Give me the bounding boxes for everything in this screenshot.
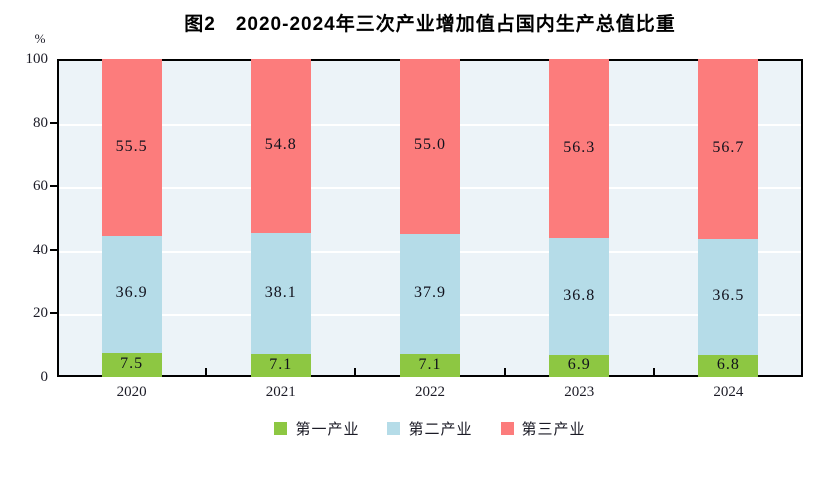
bar-segment-第一产业: 6.9 — [549, 355, 610, 377]
legend-item-第三产业: 第三产业 — [500, 418, 586, 439]
value-label: 36.5 — [712, 287, 745, 305]
value-label: 55.0 — [414, 136, 446, 154]
y-axis-tick — [50, 121, 57, 124]
x-tick-label: 2024 — [713, 384, 744, 400]
y-axis-tick — [50, 185, 57, 188]
legend-label: 第一产业 — [295, 422, 360, 438]
bar-segment-第一产业: 7.5 — [101, 353, 162, 377]
x-axis-tick — [652, 368, 655, 375]
value-label: 6.8 — [716, 356, 740, 374]
value-label: 6.9 — [567, 356, 591, 374]
y-tick-label: 0 — [40, 369, 49, 385]
x-tick-label: 2020 — [116, 384, 147, 400]
bar-segment-第三产业: 55.5 — [101, 59, 162, 236]
x-axis-tick — [354, 368, 357, 375]
bar-segment-第一产业: 7.1 — [250, 354, 311, 377]
value-label: 55.5 — [115, 137, 148, 155]
value-label: 37.9 — [414, 284, 446, 302]
value-label: 7.1 — [418, 355, 442, 373]
bar-segment-第三产业: 55.0 — [400, 59, 460, 234]
y-tick-label: 60 — [33, 178, 48, 195]
bar-segment-第二产业: 36.5 — [698, 239, 759, 356]
bar-segment-第三产业: 56.7 — [698, 59, 759, 240]
bar-segment-第三产业: 54.8 — [250, 59, 311, 234]
bar-segment-第二产业: 36.8 — [549, 238, 610, 356]
legend-label: 第三产业 — [521, 422, 586, 438]
x-tick-label: 2023 — [564, 384, 595, 400]
bar-segment-第二产业: 36.9 — [101, 235, 162, 354]
y-tick-label: 100 — [25, 51, 49, 67]
bar-segment-第三产业: 56.3 — [549, 59, 610, 239]
x-tick-label: 2022 — [415, 384, 445, 400]
y-axis-tick — [50, 312, 57, 315]
value-label: 36.9 — [115, 284, 148, 302]
y-axis-unit-label: % — [34, 31, 46, 46]
bar-segment-第二产业: 38.1 — [250, 233, 311, 355]
value-label: 56.3 — [563, 138, 596, 156]
chart-legend: 第一产业 第二产业 第三产业 — [57, 418, 803, 439]
y-tick-label: 20 — [33, 305, 48, 322]
legend-item-第一产业: 第一产业 — [274, 418, 359, 439]
bar-segment-第一产业: 7.1 — [400, 354, 460, 377]
x-axis-tick — [503, 368, 506, 375]
value-label: 38.1 — [264, 283, 297, 301]
y-tick-label: 40 — [33, 241, 48, 258]
x-tick-label: 2021 — [265, 384, 296, 400]
bar-segment-第一产业: 6.8 — [698, 355, 759, 377]
y-tick-label: 80 — [33, 114, 48, 131]
value-label: 54.8 — [264, 136, 297, 154]
legend-swatch-icon — [387, 422, 401, 435]
bar-segment-第二产业: 37.9 — [400, 233, 460, 355]
legend-swatch-icon — [500, 422, 514, 435]
x-axis-tick — [205, 368, 208, 375]
legend-swatch-icon — [274, 422, 288, 435]
y-axis-tick — [50, 248, 57, 251]
chart-title: 图2 2020-2024年三次产业增加值占国内生产总值比重 — [184, 14, 676, 35]
value-label: 7.1 — [269, 355, 293, 373]
value-label: 36.8 — [563, 286, 596, 304]
value-label: 56.7 — [712, 139, 745, 157]
legend-item-第二产业: 第二产业 — [387, 418, 472, 439]
legend-label: 第二产业 — [408, 422, 473, 438]
value-label: 7.5 — [120, 355, 144, 373]
